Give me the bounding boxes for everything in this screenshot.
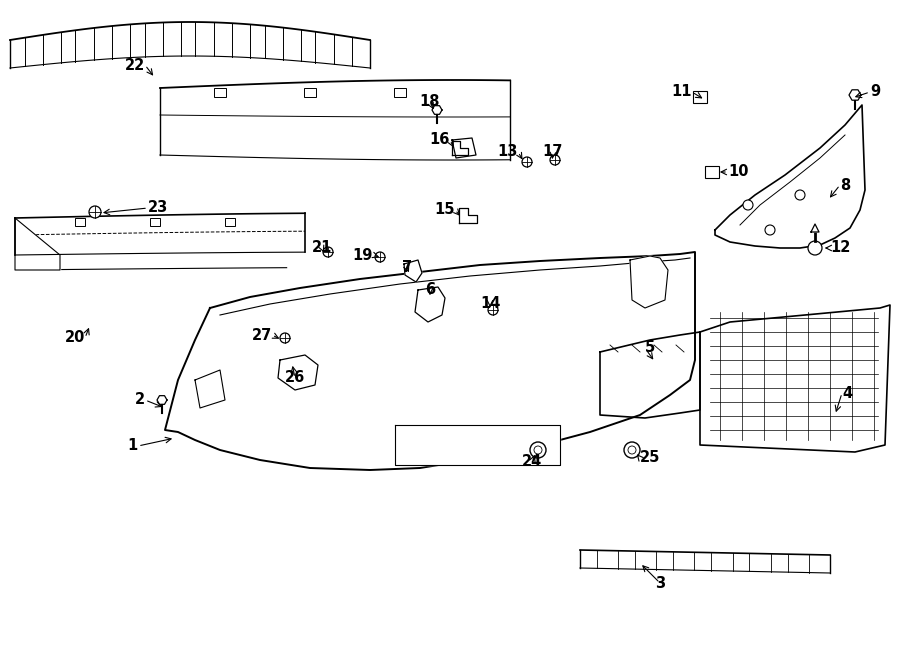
Circle shape — [795, 190, 805, 200]
Circle shape — [550, 155, 560, 165]
Bar — [304, 88, 316, 97]
Polygon shape — [452, 141, 468, 155]
Polygon shape — [459, 208, 477, 223]
Circle shape — [530, 442, 546, 458]
Text: 14: 14 — [480, 295, 500, 311]
Polygon shape — [278, 355, 318, 390]
Bar — [214, 88, 226, 97]
Text: 22: 22 — [125, 58, 145, 73]
Text: 20: 20 — [65, 330, 85, 346]
Circle shape — [280, 333, 290, 343]
Circle shape — [323, 247, 333, 257]
Text: 12: 12 — [830, 241, 850, 256]
Circle shape — [624, 442, 640, 458]
Polygon shape — [811, 224, 819, 232]
Text: 17: 17 — [543, 145, 563, 159]
Text: 6: 6 — [425, 282, 435, 297]
Circle shape — [808, 241, 822, 255]
Polygon shape — [630, 256, 668, 308]
Text: 19: 19 — [353, 247, 373, 262]
Text: 26: 26 — [285, 371, 305, 385]
Circle shape — [628, 446, 636, 454]
Text: 11: 11 — [671, 85, 692, 100]
Polygon shape — [195, 370, 225, 408]
Polygon shape — [715, 105, 865, 248]
Text: 9: 9 — [870, 85, 880, 100]
Polygon shape — [700, 305, 890, 452]
Text: 3: 3 — [655, 576, 665, 590]
Text: 21: 21 — [311, 241, 332, 256]
Bar — [705, 166, 719, 178]
Text: 2: 2 — [135, 393, 145, 407]
Text: 16: 16 — [429, 132, 450, 147]
Circle shape — [522, 157, 532, 167]
Polygon shape — [849, 90, 861, 100]
Text: 13: 13 — [498, 145, 518, 159]
Bar — [150, 218, 160, 226]
Polygon shape — [15, 218, 60, 270]
Text: 5: 5 — [645, 340, 655, 356]
Polygon shape — [395, 425, 560, 465]
Bar — [394, 88, 406, 97]
Circle shape — [375, 252, 385, 262]
Text: 8: 8 — [840, 178, 850, 192]
Polygon shape — [404, 260, 422, 282]
Polygon shape — [432, 106, 442, 114]
Circle shape — [534, 446, 542, 454]
Circle shape — [89, 206, 101, 218]
Text: 23: 23 — [148, 200, 168, 215]
Polygon shape — [157, 396, 167, 405]
Polygon shape — [165, 252, 695, 470]
Text: 27: 27 — [252, 327, 272, 342]
Text: 24: 24 — [522, 455, 542, 469]
Text: 1: 1 — [128, 438, 138, 453]
Text: 18: 18 — [419, 95, 440, 110]
Circle shape — [743, 200, 753, 210]
Bar — [75, 218, 85, 226]
Polygon shape — [415, 287, 445, 322]
Bar — [693, 91, 707, 103]
Text: 15: 15 — [435, 202, 455, 217]
Circle shape — [488, 305, 498, 315]
Bar — [225, 218, 235, 226]
Polygon shape — [600, 332, 700, 418]
Circle shape — [765, 225, 775, 235]
Text: 4: 4 — [842, 385, 852, 401]
Text: 10: 10 — [728, 165, 749, 180]
Text: 7: 7 — [402, 260, 412, 276]
Text: 25: 25 — [640, 451, 661, 465]
